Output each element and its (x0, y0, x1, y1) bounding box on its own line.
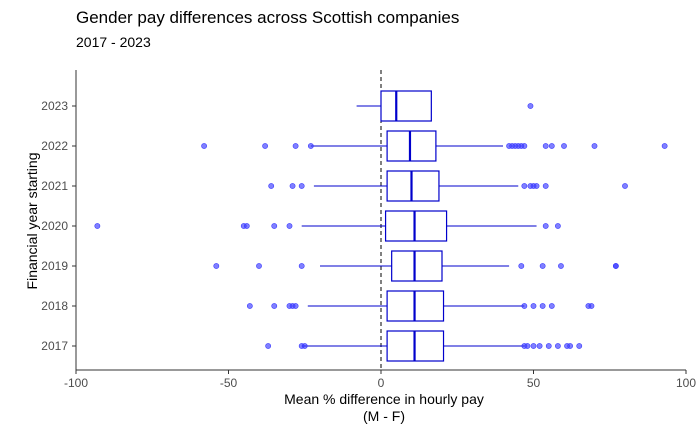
outlier-point (307, 143, 314, 149)
outlier-point (262, 143, 268, 149)
x-tick-label: -50 (220, 376, 238, 390)
outlier-point (271, 223, 278, 229)
outlier-point (298, 183, 305, 189)
outlier-point (292, 303, 299, 309)
y-tick-label: 2019 (41, 259, 68, 273)
plot-area (94, 70, 668, 370)
outlier-point (548, 303, 555, 309)
y-tick-label: 2022 (41, 139, 68, 153)
y-tick-label: 2023 (41, 99, 68, 113)
outlier-point (558, 263, 564, 269)
outlier-point (612, 263, 619, 269)
outlier-point (545, 343, 552, 349)
outlier-point (542, 223, 549, 229)
outlier-point (530, 343, 537, 349)
x-tick-label: -100 (64, 376, 88, 390)
outlier-point (268, 183, 275, 189)
outlier-point (661, 143, 668, 149)
box-2018 (246, 290, 595, 322)
outlier-point (521, 303, 528, 309)
chart-title: Gender pay differences across Scottish c… (76, 8, 459, 27)
outlier-point (518, 263, 525, 269)
box-2017 (265, 330, 583, 362)
outlier-point (542, 143, 549, 149)
x-tick-label: 100 (676, 376, 696, 390)
outlier-point (588, 303, 595, 309)
x-axis-title-line2: (M - F) (363, 408, 405, 424)
outlier-point (555, 343, 561, 349)
outlier-point (536, 343, 543, 349)
outlier-point (548, 143, 555, 149)
outlier-point (243, 223, 250, 229)
y-ticks: 2017 2018 2019 2020 2021 2022 2023 (41, 99, 76, 353)
outlier-point (271, 303, 278, 309)
iqr-box (380, 90, 432, 122)
box-2019 (213, 250, 619, 282)
outlier-point (542, 183, 549, 189)
outlier-point (539, 303, 546, 309)
outlier-point (292, 143, 299, 149)
outlier-point (256, 263, 262, 269)
outlier-point (94, 223, 101, 229)
chart-subtitle: 2017 - 2023 (76, 34, 151, 50)
x-ticks: -100 -50 0 50 100 (64, 370, 696, 390)
y-tick-label: 2017 (41, 339, 68, 353)
outlier-point (561, 143, 567, 149)
outlier-point (265, 343, 272, 349)
iqr-box (386, 170, 440, 202)
box-2021 (268, 170, 628, 202)
outlier-point (301, 343, 308, 349)
outlier-point (521, 143, 528, 149)
outlier-point (298, 263, 305, 269)
iqr-box (384, 210, 448, 242)
outlier-point (286, 223, 293, 229)
iqr-box (391, 250, 443, 282)
outlier-point (622, 183, 628, 189)
outlier-point (567, 343, 573, 349)
outlier-point (289, 183, 296, 189)
x-tick-label: 0 (378, 376, 385, 390)
outlier-point (201, 143, 207, 149)
outlier-point (213, 263, 220, 269)
x-tick-label: 50 (527, 376, 541, 390)
outlier-point (555, 223, 561, 229)
outlier-point (521, 183, 528, 189)
outlier-point (591, 143, 598, 149)
y-tick-label: 2020 (41, 219, 68, 233)
outlier-point (576, 343, 583, 349)
iqr-box (386, 130, 437, 162)
outlier-point (539, 263, 546, 269)
y-tick-label: 2018 (41, 299, 68, 313)
outlier-point (527, 103, 534, 109)
outlier-point (246, 303, 253, 309)
outlier-point (533, 183, 540, 189)
outlier-point (530, 303, 537, 309)
x-axis-title-line1: Mean % difference in hourly pay (284, 391, 484, 407)
box-2020 (94, 210, 561, 242)
y-tick-label: 2021 (41, 179, 68, 193)
box-2023 (356, 90, 534, 122)
y-axis-title: Financial year starting (24, 153, 40, 290)
outlier-point (524, 343, 531, 349)
box-2022 (201, 130, 668, 162)
